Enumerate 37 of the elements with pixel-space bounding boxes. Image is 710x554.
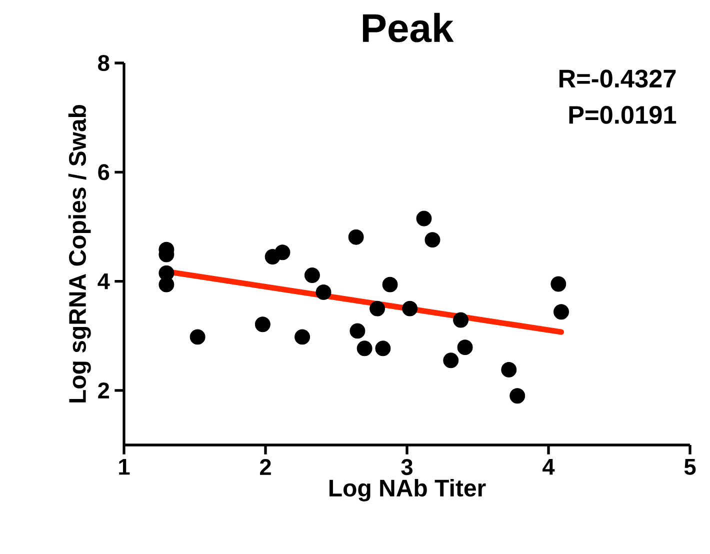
point [190, 329, 206, 345]
point [316, 284, 332, 300]
y-tick-label: 6 [98, 164, 110, 180]
x-tick-label: 4 [542, 459, 555, 475]
chart-title: Peak [362, 12, 454, 42]
point [550, 276, 566, 292]
point [554, 304, 569, 320]
x-tick-label: 1 [119, 459, 130, 475]
point [453, 312, 469, 328]
point [254, 316, 270, 332]
point [416, 210, 432, 226]
point [457, 340, 473, 356]
point [402, 300, 418, 316]
point [350, 323, 366, 339]
point [356, 340, 372, 356]
point [424, 232, 440, 248]
point [294, 329, 310, 345]
point [443, 352, 459, 368]
point [348, 229, 364, 245]
y-axis-title: Log sgRNA Copies / Swab [68, 104, 91, 402]
point [370, 300, 386, 316]
annotation: R=-0.4327 [559, 70, 676, 88]
x-tick-label: 3 [401, 459, 412, 476]
point [304, 268, 320, 284]
x-tick-label: 2 [260, 459, 271, 475]
point [382, 276, 398, 292]
x-tick-label: 5 [684, 459, 696, 475]
point [510, 388, 526, 404]
y-tick-label: 4 [98, 273, 110, 290]
y-tick-label: 8 [98, 54, 110, 72]
annotation: P=0.0191 [569, 106, 676, 124]
point [375, 340, 391, 356]
point [274, 244, 290, 260]
y-tick-label: 2 [98, 382, 110, 398]
x-axis-title: Log NAb Titer [330, 478, 486, 502]
point [501, 362, 517, 378]
point [158, 276, 174, 292]
